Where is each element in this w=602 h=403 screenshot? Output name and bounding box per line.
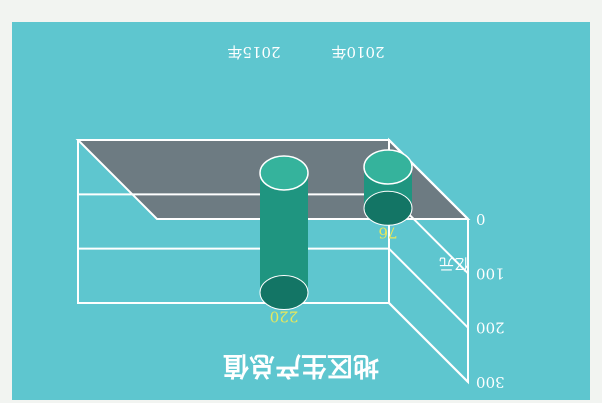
bar-end <box>363 190 413 226</box>
y-axis-unit: 亿元 <box>439 255 469 273</box>
category-label: 2015年 <box>227 43 280 61</box>
y-tick-label: 300 <box>476 373 505 391</box>
chart-labels: 地区生产总值 亿元 0 100 200 300 76 2010年 220 2015年 <box>223 43 505 391</box>
bar-2015年 <box>259 155 309 311</box>
y-tick-label: 200 <box>476 319 505 337</box>
bar-end <box>259 275 309 311</box>
y-tick-label: 100 <box>476 264 505 282</box>
gridline-side <box>388 247 469 329</box>
category-label: 2010年 <box>331 43 384 61</box>
bar-body <box>260 173 308 293</box>
gridline-side <box>388 302 469 383</box>
bars <box>259 149 413 311</box>
y-tick-label: 0 <box>476 210 486 228</box>
chart-title: 地区生产总值 <box>223 350 379 380</box>
bar-rim <box>363 149 413 185</box>
bar-2010年 <box>363 149 413 226</box>
value-label: 76 <box>378 223 397 241</box>
value-label: 220 <box>270 308 299 326</box>
bar-rim <box>259 155 309 191</box>
